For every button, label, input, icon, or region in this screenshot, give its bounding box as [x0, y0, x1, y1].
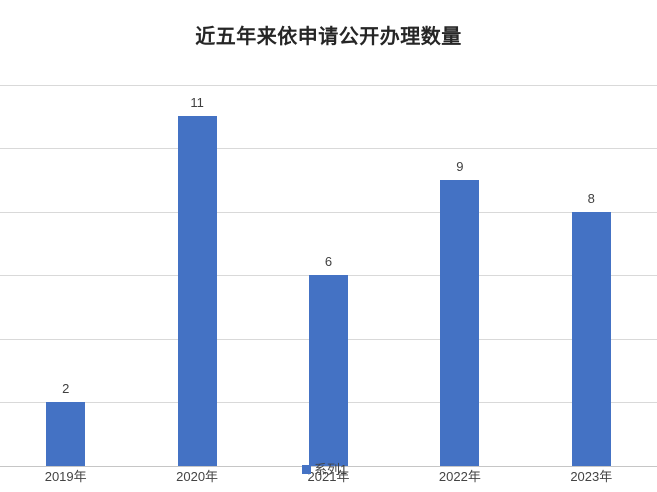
bar-value-label: 8: [587, 190, 595, 206]
x-axis-tick-label: 2021年: [307, 469, 350, 484]
legend-label: 系列1: [314, 462, 348, 477]
bar-value-label: 9: [456, 158, 464, 174]
chart-title: 近五年来依申请公开办理数量: [195, 26, 462, 48]
legend-marker-icon: [302, 465, 311, 474]
x-axis-line: [0, 465, 657, 467]
x-axis-tick-label: 2020年: [176, 469, 219, 484]
x-axis-tick-label: 2023年: [570, 469, 613, 484]
bar: [571, 211, 611, 466]
bar: [440, 179, 480, 466]
x-axis-tick-label: 2022年: [438, 469, 481, 484]
bar-value-label: 11: [190, 95, 204, 111]
bar-value-label: 6: [324, 254, 333, 269]
bar: [46, 402, 86, 466]
gridline: [0, 211, 657, 213]
bar: [309, 275, 348, 466]
bar: [177, 116, 217, 466]
gridline: [0, 84, 657, 86]
legend: 系列1: [302, 462, 347, 477]
gridline: [0, 148, 657, 149]
x-axis-tick-label: 2019年: [44, 469, 87, 484]
bar-value-label: 2: [62, 381, 70, 396]
